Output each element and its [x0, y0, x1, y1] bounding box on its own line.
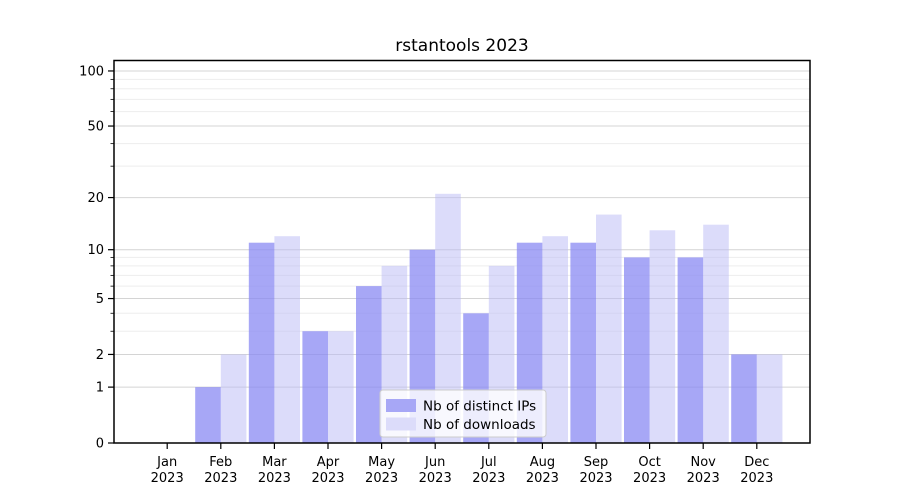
- x-tick-label-month: Sep: [584, 455, 609, 470]
- x-tick-label-month: Jul: [480, 455, 497, 470]
- y-tick-label: 10: [87, 243, 104, 258]
- bar-downloads-apr: [328, 331, 354, 443]
- x-tick-label-month: Feb: [209, 455, 232, 470]
- x-tick-label-year: 2023: [633, 471, 666, 486]
- y-tick-label: 5: [96, 292, 104, 307]
- legend-box: [379, 389, 547, 438]
- x-tick-label-month: Jun: [424, 455, 445, 470]
- legend-label-distinct-ips: Nb of distinct IPs: [423, 399, 536, 415]
- x-tick-label-year: 2023: [258, 471, 291, 486]
- bar-ips-mar: [248, 242, 275, 443]
- y-tick-label: 1: [96, 381, 104, 396]
- y-tick-label: 0: [96, 437, 104, 452]
- y-tick-label: 20: [87, 191, 104, 206]
- bar-downloads-aug: [542, 236, 568, 443]
- x-tick-label-year: 2023: [687, 471, 720, 486]
- y-tick-label: 100: [79, 64, 104, 79]
- legend-swatch-downloads: [386, 417, 416, 431]
- bar-downloads-dec: [756, 354, 783, 443]
- x-tick-label-month: Nov: [691, 455, 717, 470]
- chart-title: rstantools 2023: [395, 36, 528, 56]
- y-tick-label: 50: [87, 120, 104, 135]
- x-tick-label-year: 2023: [579, 471, 612, 486]
- bar-ips-nov: [677, 257, 704, 443]
- x-tick-label-year: 2023: [740, 471, 773, 486]
- legend-swatch-distinct-ips: [386, 399, 416, 412]
- bar-ips-dec: [731, 354, 757, 443]
- x-tick-label-year: 2023: [419, 471, 452, 486]
- x-tick-label-month: Oct: [638, 455, 660, 470]
- x-tick-label-year: 2023: [526, 471, 559, 486]
- x-tick-label-year: 2023: [204, 471, 237, 486]
- x-tick-label-year: 2023: [151, 471, 184, 486]
- x-tick-label-month: Mar: [262, 455, 287, 470]
- bar-ips-may: [356, 286, 382, 443]
- axis-tick-labels: 0125102050100Jan2023Feb2023Mar2023Apr202…: [79, 64, 773, 486]
- bar-ips-apr: [302, 331, 328, 443]
- plot-frame: [113, 59, 811, 444]
- x-tick-label-month: Jan: [156, 455, 177, 470]
- bar-downloads-mar: [274, 236, 300, 443]
- bar-downloads-oct: [649, 230, 676, 443]
- x-tick-label-year: 2023: [311, 471, 344, 486]
- bar-ips-sep: [570, 242, 596, 443]
- legend-label-downloads: Nb of downloads: [423, 417, 536, 433]
- x-tick-label-year: 2023: [365, 471, 398, 486]
- x-tick-label-month: May: [368, 455, 395, 470]
- x-tick-label-month: Dec: [744, 455, 769, 470]
- bar-downloads-nov: [703, 224, 729, 443]
- x-tick-label-year: 2023: [472, 471, 505, 486]
- x-tick-label-month: Apr: [317, 455, 340, 470]
- legend: Nb of distinct IPs Nb of downloads: [379, 389, 547, 438]
- bar-ips-oct: [624, 257, 650, 443]
- bar-ips-feb: [195, 387, 221, 443]
- bar-downloads-feb: [220, 354, 247, 443]
- y-tick-label: 2: [96, 348, 104, 363]
- bar-downloads-sep: [596, 214, 622, 443]
- axis-ticks: [108, 70, 758, 449]
- x-tick-label-month: Aug: [530, 455, 555, 470]
